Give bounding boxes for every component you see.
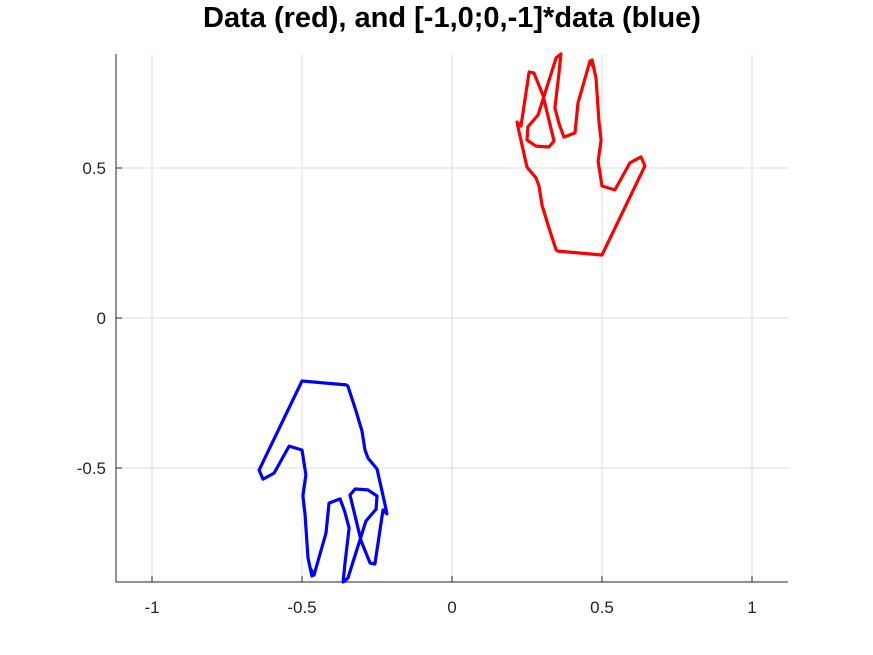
y-tick-label: 0	[97, 309, 106, 328]
x-tick-label: 0	[447, 598, 456, 617]
x-tick-label: 1	[747, 598, 756, 617]
x-tick-label: -1	[144, 598, 159, 617]
x-tick-labels: -1 -0.5 0 0.5 1	[144, 576, 757, 617]
y-tick-label: -0.5	[77, 459, 106, 478]
series	[257, 52, 647, 584]
grid	[116, 54, 788, 582]
chart-title: Data (red), and [-1,0;0,-1]*data (blue)	[203, 2, 701, 34]
y-tick-labels: -0.5 0 0.5	[77, 159, 122, 478]
y-tick-label: 0.5	[82, 159, 106, 178]
x-tick-label: -0.5	[287, 598, 316, 617]
series-blue-hand-line	[257, 379, 389, 584]
series-red-hand-line	[515, 52, 647, 257]
x-tick-label: 0.5	[590, 598, 614, 617]
